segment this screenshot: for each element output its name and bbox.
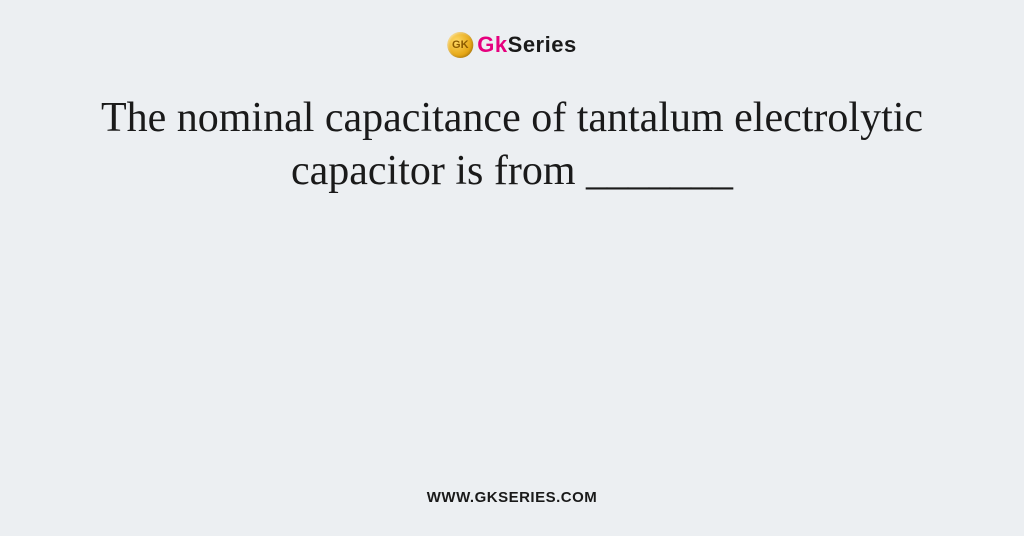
footer-url: WWW.GKSERIES.COM <box>427 489 598 506</box>
question-text: The nominal capacitance of tantalum elec… <box>62 92 962 197</box>
logo-text: GkSeries <box>477 32 576 58</box>
logo-text-gk: Gk <box>477 32 507 57</box>
logo-text-series: Series <box>508 32 577 57</box>
logo-badge-text: GK <box>452 39 469 51</box>
logo-badge-icon: GK <box>447 32 473 58</box>
logo: GK GkSeries <box>447 32 576 58</box>
